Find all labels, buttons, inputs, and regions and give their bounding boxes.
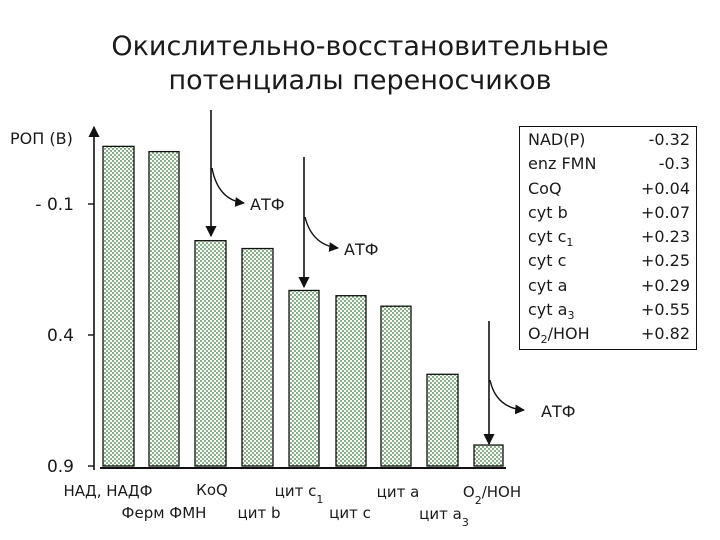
- category-label-4: цит b: [238, 504, 281, 522]
- legend-potential-value: +0.29: [640, 275, 690, 295]
- legend-carrier-name: cyt b: [528, 202, 568, 222]
- legend-row: CoQ +0.04: [528, 177, 690, 201]
- legend-carrier-name: cyt a: [528, 275, 568, 295]
- legend-potential-value: -0.3: [658, 154, 690, 174]
- atp-label: АТФ: [344, 240, 379, 259]
- category-label-3: КоQ: [196, 481, 228, 499]
- legend-carrier-name: CoQ: [528, 178, 562, 198]
- legend-row: cyt a3 +0.55: [528, 298, 690, 322]
- category-label-9: O2/НОН: [463, 483, 521, 507]
- bar-1: [102, 145, 135, 467]
- bar-2: [148, 150, 180, 467]
- bar-4: [241, 247, 274, 467]
- legend-row: cyt b +0.07: [528, 201, 690, 225]
- y-tick-label: 0.4: [47, 326, 74, 346]
- bar-8: [426, 373, 459, 467]
- legend-row: NAD(P) -0.32: [528, 128, 690, 152]
- bar-9: [473, 444, 504, 467]
- legend-row: cyt c +0.25: [528, 249, 690, 273]
- legend-carrier-name: cyt c: [528, 251, 567, 271]
- legend-carrier-name: NAD(P): [528, 130, 586, 149]
- atp-arrow: [489, 379, 525, 415]
- legend-potential-value: +0.25: [640, 251, 690, 271]
- bar-6: [335, 295, 367, 467]
- atp-arrow: [304, 216, 339, 252]
- legend-potential-value: +0.23: [640, 227, 690, 247]
- bar-5: [288, 289, 320, 467]
- legend-carrier-name: enz FMN: [528, 154, 597, 174]
- legend-potential-value: +0.07: [640, 202, 690, 222]
- bar-3: [194, 240, 227, 467]
- atp-label: АТФ: [541, 402, 576, 421]
- legend-row: cyt a +0.29: [528, 274, 690, 298]
- chart-title: Окислительно-восстановительные потенциал…: [0, 30, 720, 98]
- legend-potential-value: +0.04: [640, 178, 690, 198]
- category-label-5: цит с1: [275, 482, 324, 506]
- category-label-7: цит а: [377, 483, 420, 501]
- y-tick-label: - 0.1: [35, 195, 74, 215]
- legend-row: enz FMN -0.3: [528, 152, 690, 176]
- bar-7: [380, 305, 412, 467]
- category-label-8: цит а3: [419, 505, 469, 529]
- category-label-2: Ферм ФМН: [122, 504, 207, 522]
- redox-potential-table: NAD(P) -0.32 enz FMN -0.3 CoQ +0.04 cyt b +0.07…: [519, 126, 697, 350]
- legend-carrier-name: O2/HOH: [528, 324, 590, 347]
- legend-potential-value: +0.55: [640, 300, 690, 320]
- legend-potential-value: +0.82: [640, 324, 690, 344]
- legend-carrier-name: cyt c1: [528, 227, 574, 250]
- atp-arrow: [211, 167, 245, 207]
- legend-carrier-name: cyt a3: [528, 300, 575, 323]
- category-label-6: цит с: [329, 504, 371, 522]
- legend-row: O2/HOH +0.82: [528, 322, 690, 346]
- title-line-1: Окислительно-восстановительные: [111, 31, 609, 62]
- y-tick-label: 0.9: [47, 457, 74, 477]
- title-line-2: потенциалы переносчиков: [168, 65, 552, 96]
- y-axis-label: РОП (В): [10, 129, 73, 148]
- atp-label: АТФ: [250, 195, 285, 214]
- legend-row: cyt c1 +0.23: [528, 225, 690, 249]
- category-label-1: НАД, НАДФ: [64, 482, 153, 500]
- legend-potential-value: -0.32: [648, 130, 690, 149]
